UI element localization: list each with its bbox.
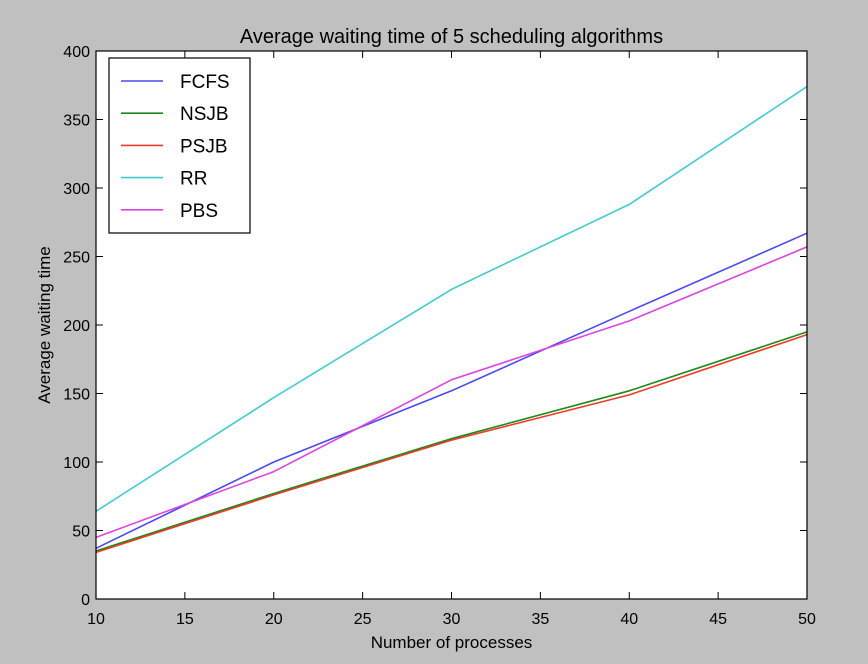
- x-tick-label: 20: [265, 611, 283, 628]
- legend: FCFS NSJB PSJB RR PBS: [108, 57, 251, 234]
- x-tick-label: 45: [709, 611, 727, 628]
- x-tick-label: 25: [354, 611, 372, 628]
- x-tick-label: 35: [531, 611, 549, 628]
- x-tick-label: 10: [87, 611, 105, 628]
- x-tick-label: 40: [620, 611, 638, 628]
- series-line-psjb: [95, 333, 808, 554]
- x-tick-label: 15: [176, 611, 194, 628]
- chart-title: Average waiting time of 5 scheduling alg…: [240, 26, 663, 48]
- legend-label-rr: RR: [180, 169, 207, 190]
- series-line-fcfs: [95, 232, 808, 550]
- x-tick-label: 30: [443, 611, 461, 628]
- x-axis-label: Number of processes: [371, 633, 533, 652]
- x-tick-label: 50: [798, 611, 816, 628]
- legend-label-pbs: PBS: [180, 201, 218, 222]
- legend-label-fcfs: FCFS: [180, 72, 230, 93]
- y-tick-label: 250: [63, 250, 90, 267]
- y-tick-label: 0: [81, 592, 90, 609]
- tick-layer: 10 15 20 25 30 35 40 45 50 0 50 100 150 200 250 300 350 4…: [63, 44, 816, 628]
- series-line-pbs: [95, 246, 808, 539]
- series-line-rr: [95, 85, 808, 512]
- y-tick-label: 150: [63, 387, 90, 404]
- series-line-nsjb: [95, 331, 808, 552]
- y-tick-label: 100: [63, 455, 90, 472]
- y-axis-label: Average waiting time: [35, 246, 54, 404]
- y-tick-label: 300: [63, 181, 90, 198]
- legend-label-nsjb: NSJB: [180, 104, 229, 125]
- y-tick-label: 350: [63, 113, 90, 130]
- y-tick-label: 200: [63, 318, 90, 335]
- series-layer: [95, 85, 808, 554]
- legend-label-psjb: PSJB: [180, 136, 228, 157]
- y-tick-label: 50: [72, 524, 90, 541]
- legend-items: FCFS NSJB PSJB RR PBS: [121, 72, 230, 222]
- y-tick-label: 400: [63, 44, 90, 61]
